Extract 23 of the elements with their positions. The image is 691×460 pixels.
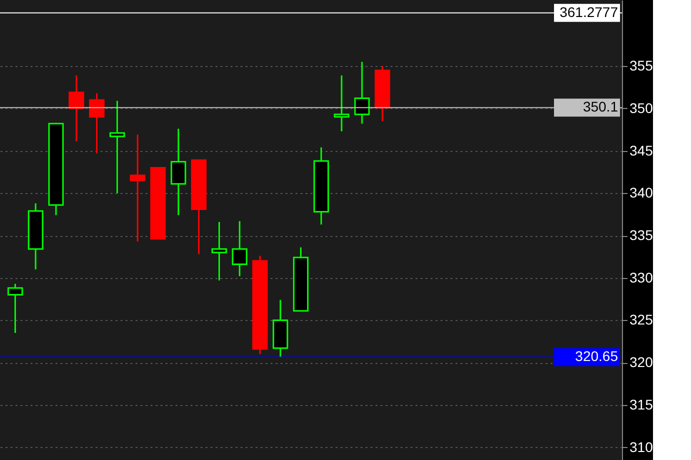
- ref-line-label: 350.1: [582, 98, 618, 115]
- candlestick: [170, 128, 186, 216]
- candlestick: [334, 74, 350, 132]
- y-tick-label: 340: [630, 184, 654, 201]
- candlestick: [232, 220, 248, 277]
- y-tick-label: 320: [630, 354, 654, 370]
- candlestick: [68, 74, 84, 142]
- candlestick: [130, 134, 146, 242]
- candlestick: [211, 221, 227, 282]
- y-tick-label: 345: [630, 142, 654, 158]
- y-tick-label: 350: [630, 100, 654, 116]
- y-tick-label: 315: [630, 396, 654, 412]
- y-tick-label: 310: [630, 438, 654, 455]
- y-tick-label: 325: [630, 312, 654, 328]
- candlestick: [354, 61, 370, 124]
- ref-line-label: 361.2777: [560, 4, 618, 20]
- candlestick: [7, 283, 23, 334]
- ref-line-label: 320.65: [575, 348, 618, 364]
- candlestick: [109, 100, 125, 194]
- candlestick: [89, 92, 105, 154]
- y-tick-label: 335: [630, 227, 654, 244]
- y-tick-label: 355: [630, 58, 654, 74]
- y-tick-label: 330: [630, 269, 654, 286]
